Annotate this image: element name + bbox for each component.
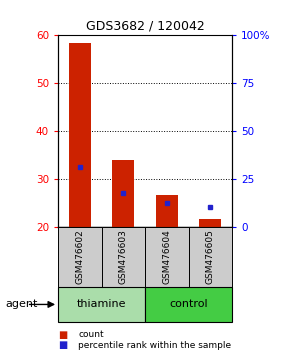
Bar	[145, 287, 232, 322]
Bar	[102, 227, 145, 287]
Bar	[200, 219, 221, 227]
Bar	[58, 227, 102, 287]
Text: count: count	[78, 330, 104, 339]
Bar	[69, 42, 90, 227]
Text: GSM476603: GSM476603	[119, 229, 128, 284]
Text: GSM476604: GSM476604	[162, 229, 171, 284]
Text: control: control	[169, 299, 208, 309]
Text: GSM476602: GSM476602	[75, 229, 84, 284]
Bar	[145, 227, 188, 287]
Text: thiamine: thiamine	[77, 299, 126, 309]
Bar	[113, 160, 134, 227]
Text: percentile rank within the sample: percentile rank within the sample	[78, 341, 231, 350]
Text: ■: ■	[58, 330, 67, 339]
Bar	[156, 195, 177, 227]
Bar	[188, 227, 232, 287]
Text: ■: ■	[58, 340, 67, 350]
Text: GSM476605: GSM476605	[206, 229, 215, 284]
Text: agent: agent	[6, 299, 38, 309]
Bar	[58, 287, 145, 322]
Text: GDS3682 / 120042: GDS3682 / 120042	[86, 19, 204, 33]
